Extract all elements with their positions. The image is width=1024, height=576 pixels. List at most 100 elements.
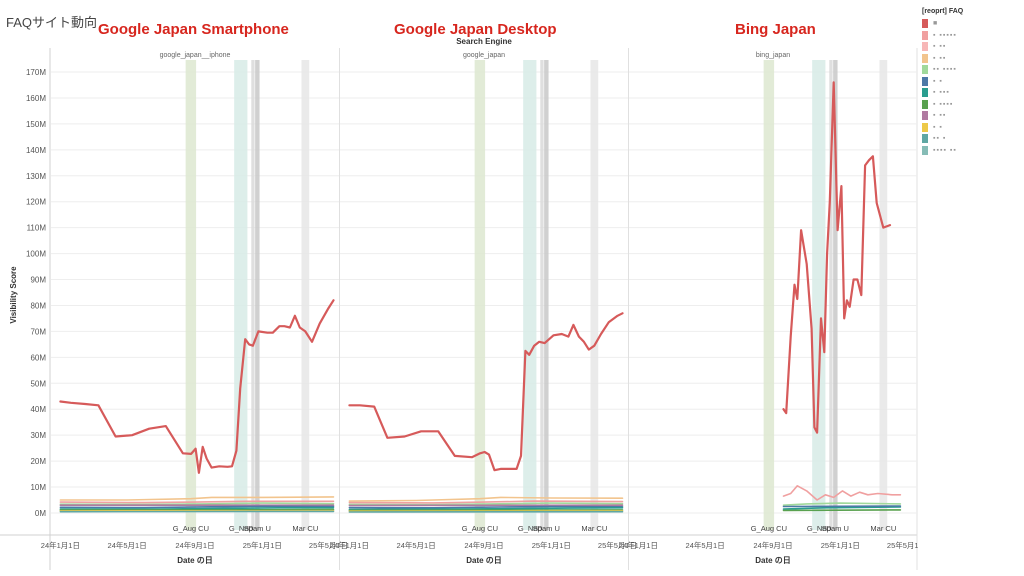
event-band	[544, 60, 549, 530]
legend-swatch	[922, 99, 928, 109]
series-line	[59, 502, 335, 506]
event-band	[540, 60, 544, 530]
x-axis-title: Date の日	[755, 556, 791, 565]
event-label: Spam U	[533, 524, 560, 533]
legend-swatch	[922, 53, 928, 63]
series-line	[348, 507, 624, 511]
x-tick-label: 24年5月1日	[397, 540, 436, 550]
y-tick-label: 140M	[26, 146, 46, 155]
x-tick-label: 25年1月1日	[243, 540, 282, 550]
page-title: FAQサイト動向	[6, 15, 98, 30]
event-band	[301, 60, 310, 530]
legend-item[interactable]: ▪▪ ▪▪▪▪	[922, 64, 1022, 76]
event-label: G_Aug CU	[173, 524, 209, 533]
legend-label: ▪▪ ▪▪▪▪	[933, 66, 957, 74]
legend-item[interactable]: ▪ ▪▪▪▪▪	[922, 30, 1022, 42]
x-axis-title: Date の日	[177, 556, 213, 565]
x-tick-label: 25年1月1日	[532, 540, 571, 550]
legend-item[interactable]: ▪ ▪	[922, 122, 1022, 134]
y-tick-label: 40M	[30, 405, 46, 414]
event-label: Spam U	[822, 524, 849, 533]
x-tick-label: 25年1月1日	[821, 540, 860, 550]
event-label: D..	[537, 524, 547, 533]
event-band	[763, 60, 775, 530]
panel-heading-smartphone: Google Japan Smartphone	[98, 21, 289, 38]
legend-swatch	[922, 111, 928, 121]
legend-item[interactable]: ▪ ▪▪▪▪	[922, 99, 1022, 111]
series-line	[348, 505, 624, 509]
column-header-search-engine: Search Engine	[456, 37, 512, 46]
event-label: Mar CU	[581, 524, 607, 533]
y-tick-label: 10M	[30, 483, 46, 492]
legend-swatch	[922, 122, 928, 132]
event-band	[879, 60, 888, 530]
legend-item[interactable]: ▪ ▪	[922, 76, 1022, 88]
series-line	[348, 509, 624, 512]
event-label: G_No..	[518, 524, 542, 533]
event-band	[523, 60, 537, 530]
x-tick-label: 24年5月1日	[108, 540, 147, 550]
line-chart: Visibility Score 0M 10M 20M 30M 40M 50M 60M 70M 8…	[0, 48, 918, 570]
legend-item[interactable]: ▪ ▪▪	[922, 41, 1022, 53]
y-tick-label: 30M	[30, 431, 46, 440]
legend-swatch	[922, 145, 928, 155]
series-line	[59, 505, 335, 509]
event-label: G_No..	[807, 524, 831, 533]
series-line	[782, 502, 902, 506]
event-label: D..	[248, 524, 258, 533]
panel-name: google_japan__iphone	[160, 52, 231, 59]
series-line	[782, 81, 892, 434]
legend-label: ▪ ▪	[933, 77, 943, 85]
panel-name: google_japan	[463, 52, 505, 59]
x-tick-label: 24年9月1日	[464, 540, 503, 550]
legend-item[interactable]: ▪▪ ▪	[922, 133, 1022, 145]
legend-item[interactable]: ▪ ▪▪	[922, 53, 1022, 65]
panel-name: bing_japan	[756, 52, 790, 59]
event-label: D..	[826, 524, 836, 533]
legend-swatch	[922, 42, 928, 52]
y-tick-label: 90M	[30, 276, 46, 285]
series-line	[782, 509, 902, 512]
y-tick-label: 150M	[26, 120, 46, 129]
legend-label: ▪ ▪▪	[933, 112, 947, 120]
y-tick-label: 0M	[35, 509, 46, 518]
x-tick-label: 25年5月1日	[887, 540, 918, 550]
y-tick-label: 170M	[26, 68, 46, 77]
event-label: Spam U	[244, 524, 271, 533]
series-line	[348, 496, 624, 502]
legend-swatch	[922, 88, 928, 98]
x-tick-label: 25年5月1日	[309, 540, 348, 550]
event-band	[234, 60, 248, 530]
series-line	[59, 500, 335, 504]
series-line	[782, 485, 902, 501]
legend-item[interactable]: ▪ ▪▪▪	[922, 87, 1022, 99]
legend-label: ▪ ▪▪▪▪	[933, 100, 954, 108]
y-tick-label: 80M	[30, 301, 46, 310]
event-band	[185, 60, 197, 530]
y-tick-label: 120M	[26, 198, 46, 207]
event-band	[255, 60, 260, 530]
legend-item[interactable]: ▪ ▪▪	[922, 110, 1022, 122]
event-band	[251, 60, 255, 530]
x-tick-label: 24年1月1日	[41, 540, 80, 550]
legend-swatch	[922, 30, 928, 40]
x-tick-label: 24年1月1日	[330, 540, 369, 550]
event-label: G_Aug CU	[751, 524, 787, 533]
x-tick-label: 24年5月1日	[686, 540, 725, 550]
legend: [reoprt] FAQ ■ ▪ ▪▪▪▪▪ ▪ ▪▪ ▪ ▪▪ ▪▪ ▪▪▪▪ ▪ ▪ ▪…	[922, 8, 1022, 156]
y-tick-label: 160M	[26, 94, 46, 103]
legend-item[interactable]: ▪▪▪▪ ▪▪	[922, 145, 1022, 157]
series-line	[782, 505, 902, 508]
event-label: Mar CU	[292, 524, 318, 533]
legend-label: ▪ ▪▪▪	[933, 89, 950, 97]
legend-swatch	[922, 65, 928, 75]
event-band	[590, 60, 599, 530]
series-line	[59, 508, 335, 511]
legend-title: [reoprt] FAQ	[922, 8, 964, 15]
legend-item[interactable]: ■	[922, 18, 1022, 30]
panel-heading-desktop: Google Japan Desktop	[394, 21, 557, 38]
series-line	[59, 299, 335, 474]
panel-heading-bing: Bing Japan	[735, 21, 816, 38]
legend-swatch	[922, 19, 928, 29]
y-tick-label: 20M	[30, 457, 46, 466]
